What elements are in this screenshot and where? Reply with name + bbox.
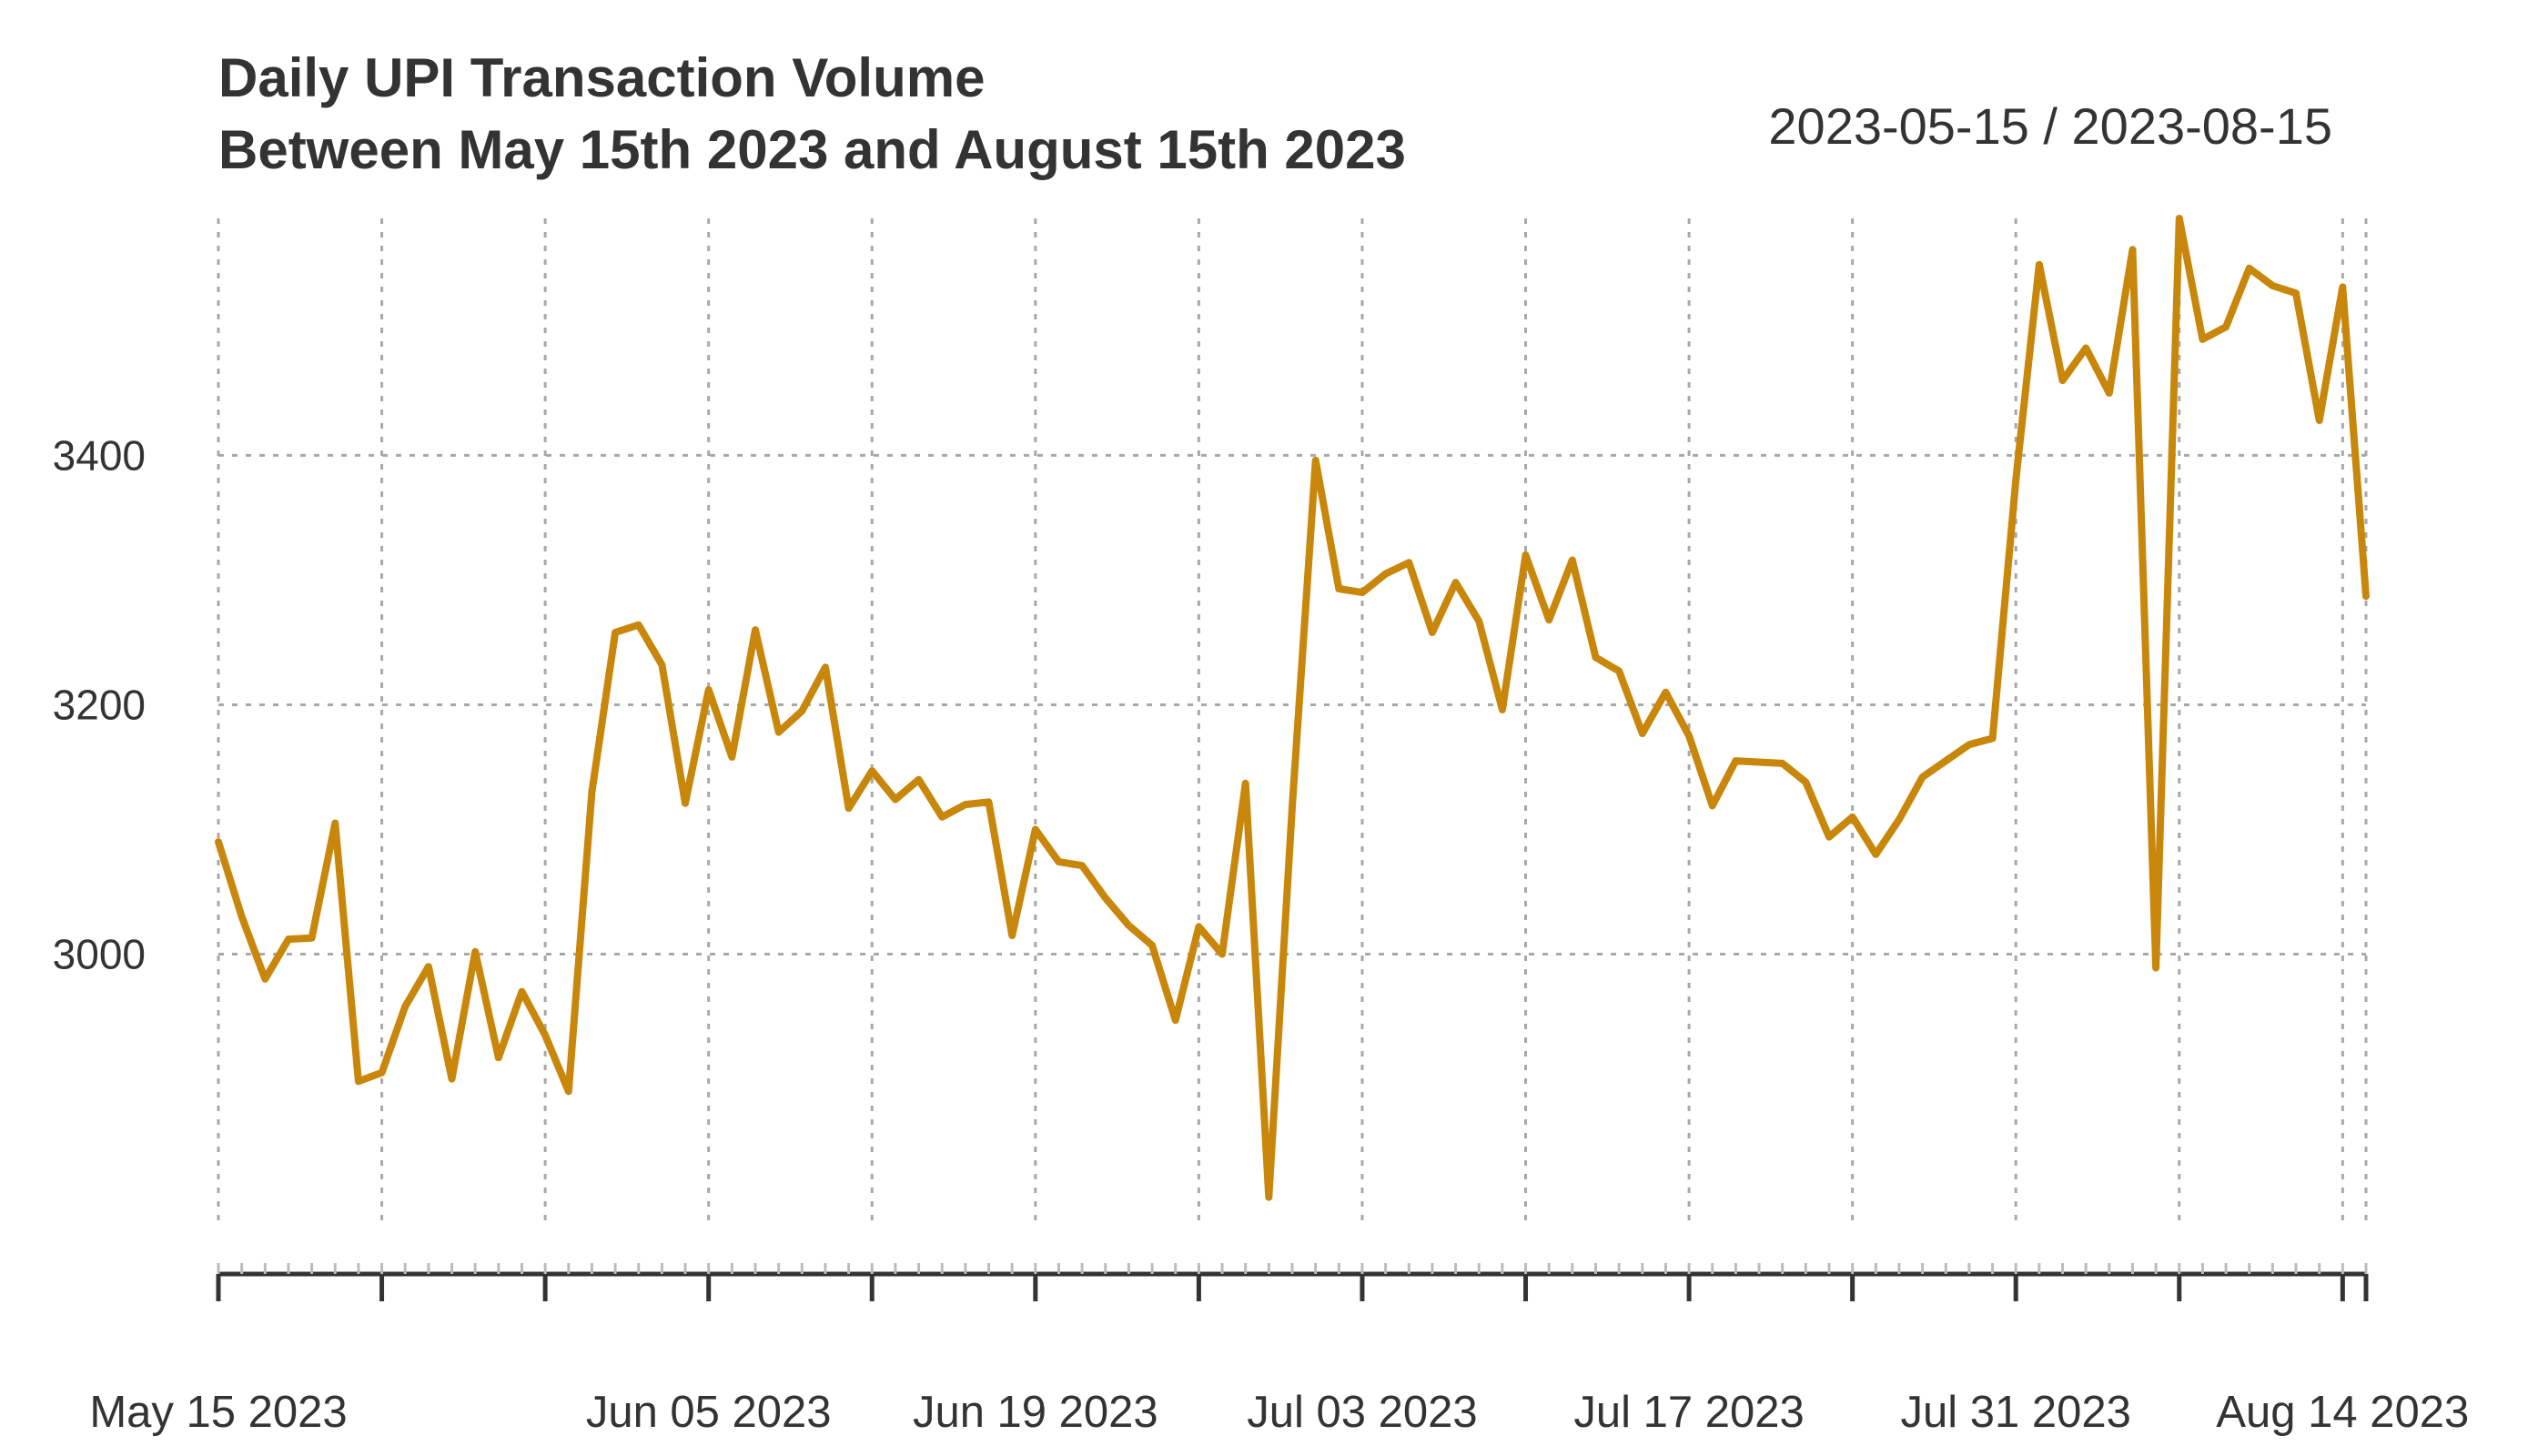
- y-tick-label: 3000: [53, 931, 146, 978]
- x-axis: May 15 2023 Jun 05 2023 Jun 19 2023 Jul 03 …: [89, 1263, 2469, 1437]
- x-tick-label: Jul 17 2023: [1573, 1388, 1804, 1437]
- chart-subtitle: Between May 15th 2023 and August 15th 20…: [218, 119, 1406, 180]
- y-axis: 3000 3200 3400: [53, 431, 146, 977]
- date-range-label: 2023-05-15 / 2023-08-15: [1768, 97, 2332, 155]
- chart-title: Daily UPI Transaction Volume: [218, 47, 985, 108]
- y-tick-label: 3200: [53, 681, 146, 728]
- y-tick-label: 3400: [53, 431, 146, 479]
- x-tick-label: May 15 2023: [89, 1388, 347, 1437]
- x-tick-label: Jun 19 2023: [913, 1388, 1158, 1437]
- series-layer: [215, 215, 2370, 1201]
- x-tick-label: Jul 31 2023: [1901, 1388, 2131, 1437]
- x-tick-label: Jul 03 2023: [1247, 1388, 1477, 1437]
- x-tick-label: Jun 05 2023: [586, 1388, 832, 1437]
- x-tick-label: Aug 14 2023: [2216, 1388, 2469, 1437]
- series-line: [215, 215, 2370, 1201]
